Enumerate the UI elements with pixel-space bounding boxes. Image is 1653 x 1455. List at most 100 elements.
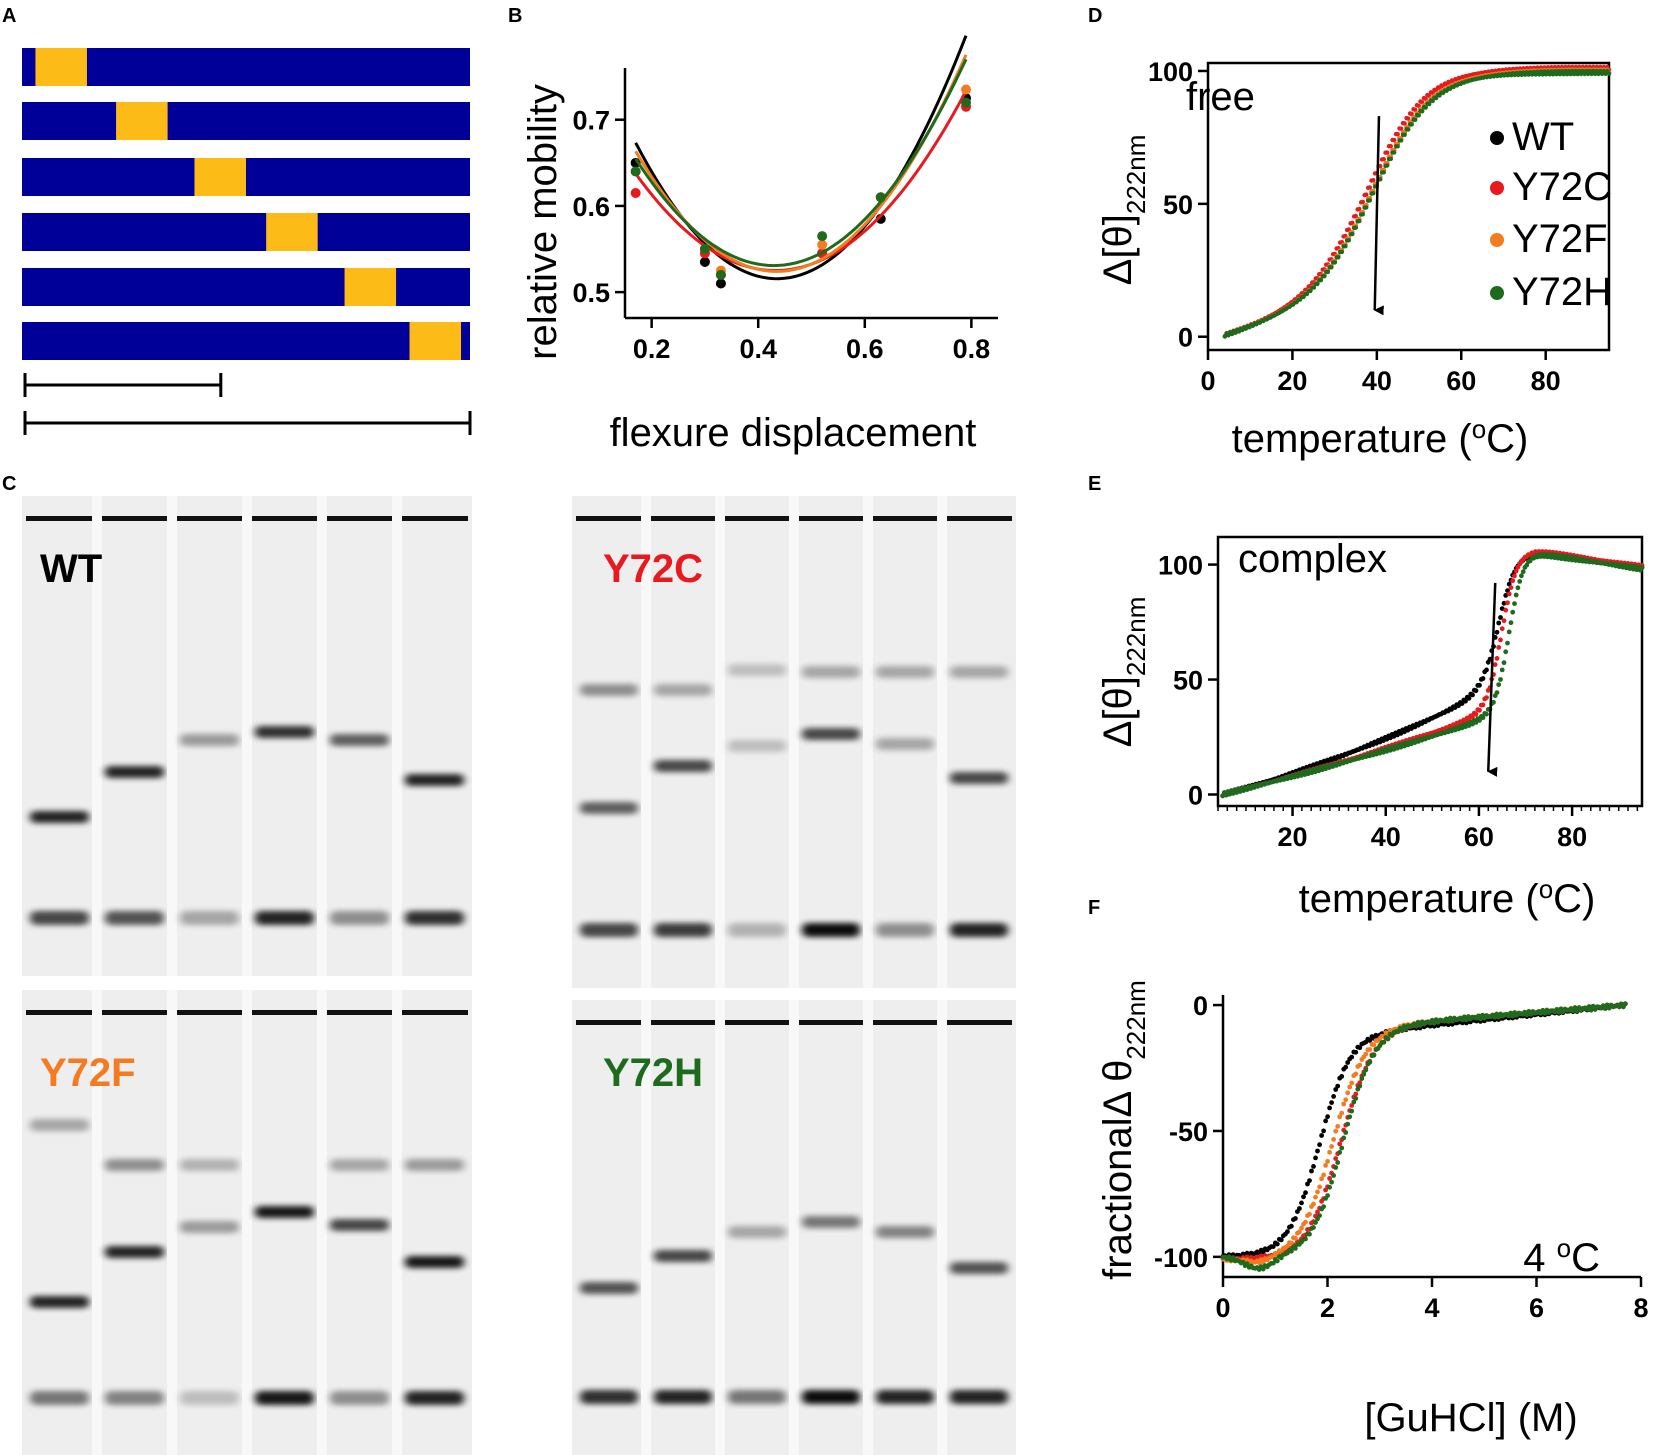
data-point [1303, 1190, 1308, 1196]
data-point [1323, 1118, 1328, 1124]
data-point [1341, 1101, 1347, 1107]
data-point [699, 244, 710, 255]
data-point [1311, 285, 1317, 290]
data-point [1505, 600, 1510, 606]
data-point [1480, 715, 1486, 721]
data-point [1512, 601, 1517, 606]
data-point [1345, 1121, 1351, 1127]
gel-band [105, 766, 164, 778]
data-point [1315, 281, 1320, 287]
data-point [1570, 68, 1575, 74]
x-tick-label: 8 [1633, 1293, 1648, 1323]
data-point [715, 269, 726, 280]
data-point [1351, 1099, 1357, 1105]
free-dna-band [255, 911, 314, 925]
gel-band [876, 738, 934, 750]
free-dna-band [654, 923, 712, 937]
construct-bar [22, 322, 470, 360]
data-point [1506, 591, 1512, 597]
arrow [1373, 116, 1384, 316]
lane-separator [715, 1000, 725, 1455]
panel-label-a: A [2, 5, 16, 27]
gel-band [802, 1216, 860, 1228]
flexure-segment [409, 322, 462, 360]
data-point [1297, 1229, 1302, 1235]
data-point [1512, 573, 1517, 579]
data-point [1325, 269, 1331, 275]
data-point [1244, 1261, 1250, 1267]
data-point [1318, 278, 1324, 283]
x-tick-label: 0.4 [739, 334, 777, 364]
data-point [1313, 1220, 1318, 1225]
gel-band [255, 726, 314, 738]
y-tick-label: 0 [1188, 781, 1203, 811]
data-point [1498, 637, 1503, 643]
lane-separator [863, 1000, 873, 1455]
gel-band [105, 1159, 164, 1171]
data-point [1406, 127, 1411, 132]
data-point [1327, 1105, 1332, 1111]
data-point [1361, 1071, 1367, 1077]
data-point [1427, 101, 1432, 107]
data-point [1499, 626, 1505, 632]
data-point [1270, 1260, 1276, 1266]
data-point [1367, 1059, 1373, 1065]
panel-label-d: D [1088, 5, 1102, 27]
legend-marker [1490, 181, 1504, 195]
data-point [1278, 1237, 1284, 1243]
data-point [1371, 191, 1376, 196]
data-point [1399, 1027, 1405, 1033]
y-axis-label: Δ[θ]222nm [1096, 597, 1151, 748]
free-dna-band [580, 923, 638, 937]
data-point [1299, 1200, 1304, 1206]
data-point [1339, 249, 1345, 255]
lane-separator [641, 496, 651, 988]
y-tick-label: 50 [1163, 190, 1193, 220]
data-point [1339, 1074, 1345, 1079]
data-point [1388, 144, 1394, 149]
data-point [1508, 585, 1514, 590]
free-dna-band [330, 911, 389, 925]
data-point [1406, 116, 1411, 121]
gel-band [30, 1296, 89, 1308]
data-point [1357, 1045, 1363, 1051]
data-point [1367, 1038, 1373, 1043]
gel-band [802, 666, 860, 678]
data-point [1337, 1114, 1343, 1120]
data-point [1357, 1080, 1363, 1086]
data-point [1329, 1100, 1334, 1105]
data-point [1317, 1213, 1322, 1218]
data-point [1353, 1049, 1359, 1055]
data-point [1395, 144, 1400, 149]
x-tick-label: 20 [1278, 822, 1308, 852]
data-point [1353, 225, 1359, 230]
data-point [1573, 68, 1579, 74]
x-tick-label: 80 [1557, 822, 1587, 852]
data-point [1501, 600, 1507, 606]
data-point [1350, 231, 1355, 237]
data-point [961, 84, 972, 95]
y-axis-label: relative mobility [521, 84, 565, 360]
data-point [1484, 667, 1489, 673]
data-point [1260, 1266, 1266, 1272]
data-point [1339, 1145, 1345, 1151]
gel-label-y72h: Y72H [603, 1051, 703, 1095]
legend-label: WT [1512, 115, 1574, 159]
data-point [1367, 185, 1373, 190]
data-point [1409, 122, 1414, 127]
data-point [1477, 718, 1482, 723]
panel-a-constructs [22, 48, 472, 435]
data-point [1399, 126, 1404, 131]
data-point [1333, 1165, 1339, 1170]
x-tick-label: 6 [1529, 1293, 1544, 1323]
gel-band [580, 684, 638, 696]
y-tick-label: 100 [1148, 57, 1193, 87]
data-point [1496, 645, 1502, 650]
data-point [1335, 1160, 1341, 1165]
free-dna-band [802, 1390, 860, 1404]
gel-band [876, 1226, 934, 1238]
lane-separator [937, 1000, 947, 1455]
plot-frame [1206, 61, 1611, 352]
data-point [1285, 1229, 1290, 1235]
flexure-segment [194, 158, 246, 196]
